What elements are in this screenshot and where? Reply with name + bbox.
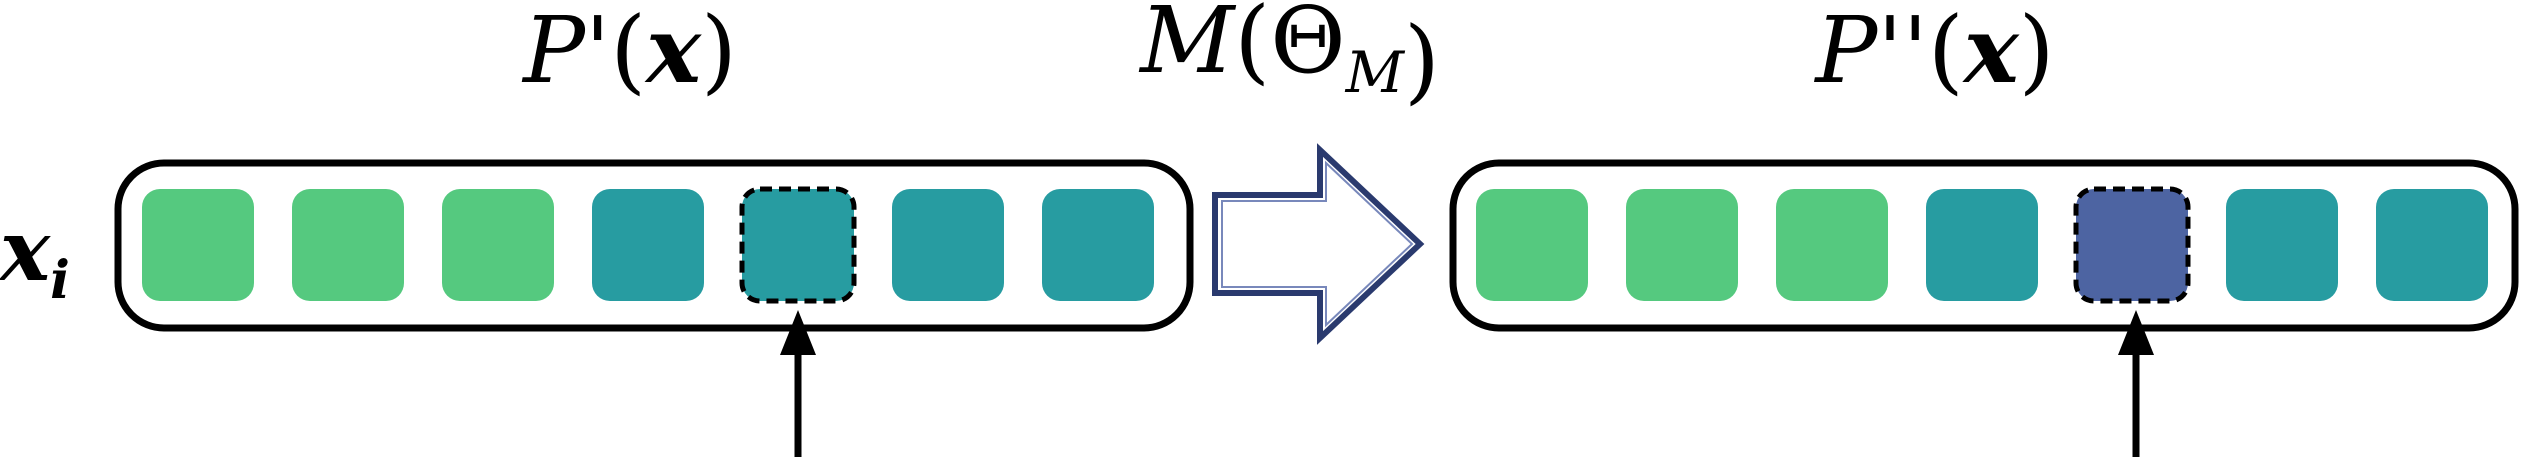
operator-title: M(ΘM)	[1138, 0, 1440, 114]
mutation-arrow	[1212, 143, 1425, 345]
mutation-arrow-inner	[1221, 160, 1414, 328]
before-title: P'(x)	[521, 0, 737, 104]
after-gene-2	[1626, 189, 1738, 301]
before-gene-selected	[739, 186, 857, 304]
after-gene-selected	[2073, 186, 2191, 304]
before-gene-1	[142, 189, 254, 301]
after-gene-3	[1776, 189, 1888, 301]
before-gene-7	[1042, 189, 1154, 301]
before-pointer-arrow	[780, 310, 816, 457]
before-gene-6	[892, 189, 1004, 301]
before-sequence-container	[114, 159, 1194, 332]
before-sequence	[142, 186, 1154, 304]
after-pointer-arrow	[2118, 310, 2154, 457]
after-sequence-container	[1449, 159, 2519, 332]
input-label: xi	[0, 201, 70, 311]
before-gene-4	[592, 189, 704, 301]
before-gene-2	[292, 189, 404, 301]
after-gene-1	[1476, 189, 1588, 301]
after-gene-7	[2376, 189, 2488, 301]
after-title: P''(x)	[1813, 0, 2054, 104]
after-gene-4	[1926, 189, 2038, 301]
after-sequence	[1476, 186, 2488, 304]
before-gene-3	[442, 189, 554, 301]
after-gene-6	[2226, 189, 2338, 301]
